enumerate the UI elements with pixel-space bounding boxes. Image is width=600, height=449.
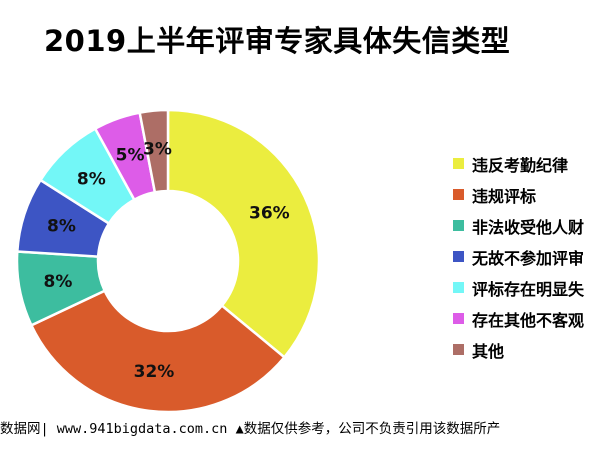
slice-label-7: 3% [143,139,172,159]
legend-swatch [453,282,464,293]
legend-swatch [453,344,464,355]
legend-item-2: 违规评标 [453,179,584,210]
slice-label-4: 8% [47,216,76,236]
legend-swatch [453,158,464,169]
legend-label: 违规评标 [472,186,537,206]
legend-label: 存在其他不客观 [472,310,585,330]
legend-swatch [453,220,464,231]
slice-label-5: 8% [77,169,106,189]
legend-label: 其他 [472,341,505,361]
donut-slices [15,108,321,414]
legend-item-3: 非法收受他人财 [453,210,584,241]
slice-label-1: 36% [249,203,290,223]
donut-slice-1 [166,108,321,360]
legend-label: 违反考勤纪律 [472,155,569,175]
legend-swatch [453,251,464,262]
legend-item-6: 存在其他不客观 [453,303,584,334]
slice-label-3: 8% [44,272,73,292]
legend-item-1: 违反考勤纪律 [453,148,584,179]
source-footer: 数据网| www.941bigdata.com.cn ▲数据仅供参考，公司不负责… [0,421,501,437]
chart-title: 2019上半年评审专家具体失信类型 [44,24,511,58]
legend-swatch [453,189,464,200]
legend-label: 无故不参加评审 [472,248,585,268]
legend-item-5: 评标存在明显失 [453,272,584,303]
slice-label-6: 5% [116,146,145,166]
legend-item-4: 无故不参加评审 [453,241,584,272]
legend-label: 评标存在明显失 [472,279,585,299]
donut-labels: 36% 32% 8% 8% 8% 5%3% [44,139,290,382]
donut-slice-2 [29,289,287,414]
legend-swatch [453,313,464,324]
donut-slice-7 [138,108,170,194]
legend-item-7: 其他 [453,334,584,365]
slice-label-2: 32% [134,362,175,382]
legend-label: 非法收受他人财 [472,217,585,237]
chart-legend: 违反考勤纪律 违规评标非法收受他人财 无故不参加评审 评标存在明显失 存在其他不客观 其他 [453,148,584,365]
